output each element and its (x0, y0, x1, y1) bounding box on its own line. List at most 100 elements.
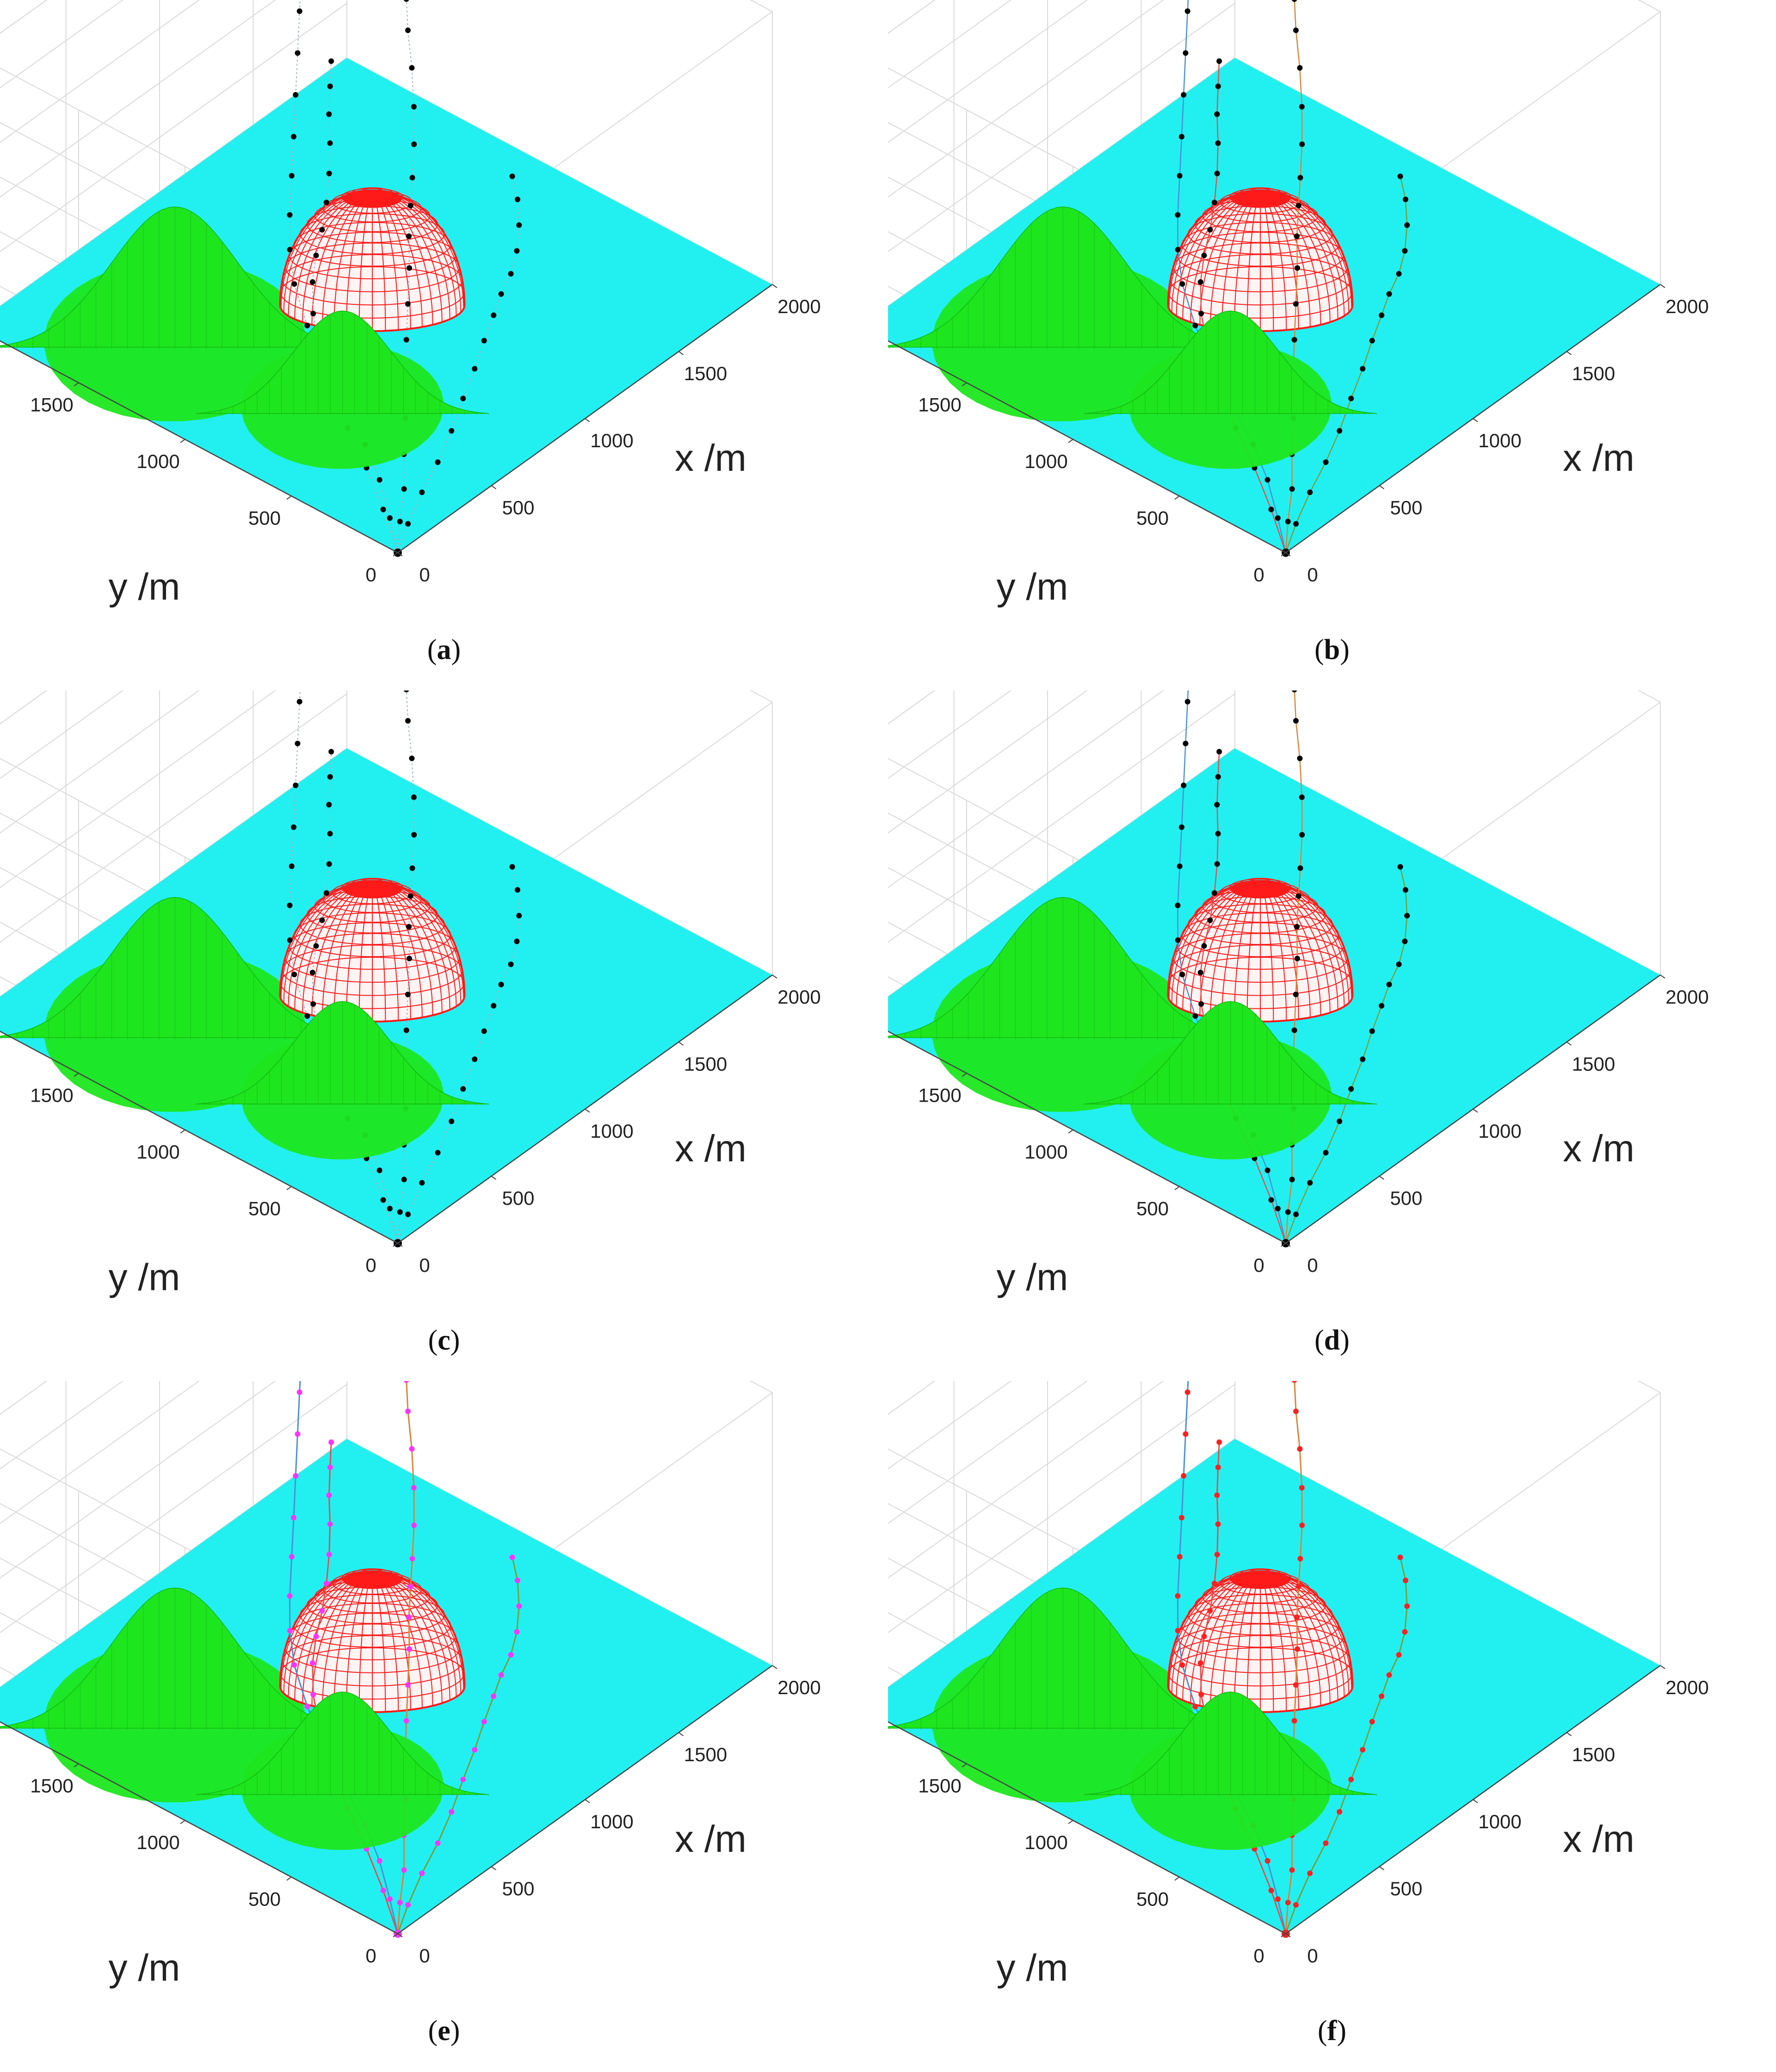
path-3-point (1360, 1747, 1366, 1753)
x-tick-label: 0 (419, 1945, 430, 1967)
box-edge (749, 0, 773, 12)
axes: 0500100015002000050010001500200002004006… (0, 284, 821, 608)
path-4-point (1201, 1634, 1207, 1640)
y-tick (1174, 495, 1180, 500)
axes: 0500100015002000050010001500200002004006… (0, 1665, 821, 1989)
axes: 0500100015002000050010001500200002004006… (888, 284, 1709, 608)
path-4-point (323, 1580, 329, 1586)
dome (279, 187, 466, 332)
path-2-point (1293, 992, 1299, 998)
path-2-point (405, 718, 411, 724)
path-1-point (287, 937, 293, 943)
path-1-point (376, 1167, 382, 1173)
x-tick-label: 1500 (1572, 363, 1615, 384)
path-4-point (1211, 890, 1217, 896)
path-4-point (327, 1521, 333, 1527)
path-1-point (1177, 1554, 1183, 1560)
path-1-point (1192, 1013, 1198, 1019)
path-1-point (1184, 1389, 1190, 1395)
x-tick-label: 1500 (684, 1744, 727, 1765)
mountain-front (1084, 1691, 1377, 1850)
path-4-point (1201, 253, 1207, 259)
path-3-point (1360, 366, 1366, 372)
caption-e: (e) (428, 2015, 460, 2047)
path-2-point (409, 1446, 415, 1452)
box-edge (1637, 0, 1661, 12)
path-4-point (1211, 1580, 1217, 1586)
x-tick (585, 1109, 590, 1113)
y-tick-label: 1500 (30, 1775, 73, 1797)
x-axis-title: x /m (1563, 1128, 1634, 1170)
panel-b: 0500100015002000050010001500200002004006… (888, 0, 1776, 691)
x-tick-label: 2000 (777, 296, 820, 317)
path-1-point (376, 1858, 382, 1864)
path-2-point (409, 865, 415, 871)
path-3-point (1337, 1118, 1343, 1124)
path-4-point (1214, 861, 1220, 867)
path-3-point (419, 489, 425, 495)
x-tick (397, 552, 403, 556)
path-1-point (1264, 477, 1270, 483)
path-1-point (287, 247, 293, 253)
path-3-point (1403, 1578, 1408, 1584)
path-3-point (498, 1672, 504, 1678)
x-tick-label: 500 (1390, 497, 1422, 518)
path-2-point (1297, 175, 1303, 181)
path-4-point (326, 1492, 332, 1498)
y-tick-label: 1000 (1024, 450, 1067, 472)
x-tick-label: 1000 (590, 1120, 633, 1142)
panel-d: 0500100015002000050010001500200002004006… (888, 691, 1776, 1381)
x-tick-label: 500 (502, 497, 534, 518)
y-tick-label: 0 (1253, 1254, 1264, 1276)
dome-cap (1231, 1570, 1290, 1589)
path-4-point (1214, 802, 1220, 808)
path-3-point (460, 1086, 466, 1092)
path-3-point (1404, 913, 1410, 919)
y-tick (1068, 1129, 1073, 1134)
path-2-point (1299, 794, 1305, 800)
path-1-point (1175, 1593, 1181, 1599)
x-tick-label: 1000 (590, 1811, 633, 1832)
path-1-point (1264, 1858, 1270, 1864)
path-1-point (296, 699, 302, 705)
path-2-point (1291, 337, 1297, 343)
mountain-body (888, 206, 1252, 348)
path-3-point (1397, 1554, 1403, 1560)
y-tick-label: 500 (1136, 1888, 1169, 1910)
mountain-front (196, 310, 489, 469)
path-1-point (291, 972, 297, 977)
mountain-body (0, 206, 364, 348)
path-4-point (1198, 310, 1204, 316)
path-2-point (1292, 0, 1297, 2)
dome (1167, 1568, 1354, 1713)
mountain-body (888, 897, 1252, 1038)
path-4-point (313, 943, 319, 949)
path-4-point (1207, 1608, 1213, 1614)
path-4-point (1215, 774, 1221, 780)
mountain-body (0, 897, 364, 1038)
x-tick (1285, 552, 1291, 556)
y-tick (286, 495, 292, 500)
y-tick-label: 1000 (136, 1141, 179, 1163)
path-4-point (309, 969, 315, 975)
path-2-point (1295, 265, 1300, 271)
mountain-front (1084, 1001, 1377, 1159)
path-4-point (309, 279, 315, 285)
path-2-point (406, 924, 412, 930)
path-2-point (1293, 1682, 1299, 1688)
y-tick-label: 1500 (30, 1085, 73, 1106)
path-3-point (1323, 1150, 1329, 1156)
path-2-point (1289, 486, 1295, 492)
y-tick-label: 0 (1253, 1945, 1264, 1967)
y-tick (180, 439, 185, 443)
path-1-point (1183, 50, 1189, 56)
caption-c: (c) (428, 1325, 460, 1356)
path-3-point (1369, 338, 1375, 344)
x-tick-label: 2000 (777, 1677, 820, 1698)
path-1-point (287, 1628, 293, 1634)
path-3-point (516, 222, 522, 228)
path-2-point (1285, 1899, 1291, 1906)
path-4-point (310, 1001, 316, 1007)
caption-a: (a) (427, 634, 461, 666)
path-3-point (435, 459, 441, 465)
